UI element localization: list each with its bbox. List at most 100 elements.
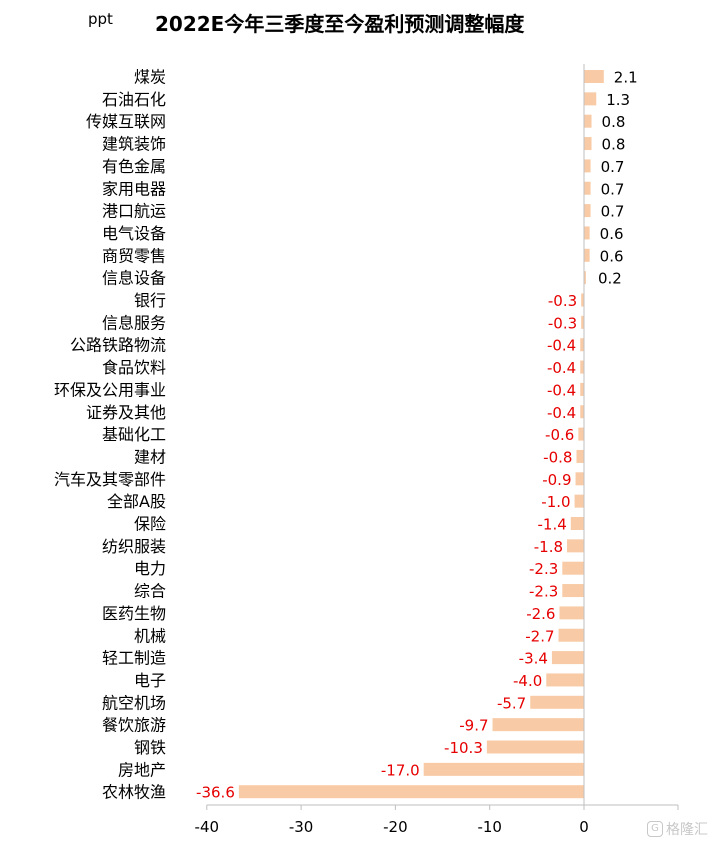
data-label: -2.3 xyxy=(529,560,558,578)
data-label: -3.4 xyxy=(519,650,548,668)
data-label: -0.6 xyxy=(545,426,574,444)
category-label: 电子 xyxy=(134,671,166,690)
category-label: 建筑装饰 xyxy=(102,135,166,154)
data-label: 0.8 xyxy=(602,113,626,131)
data-label: -1.0 xyxy=(541,493,570,511)
chart-title: 2022E今年三季度至今盈利预测调整幅度 xyxy=(155,12,525,36)
category-label: 食品饮料 xyxy=(102,358,166,377)
category-label: 机械 xyxy=(134,626,166,645)
bar xyxy=(578,427,584,441)
bar xyxy=(581,315,584,329)
data-label: 0.6 xyxy=(600,225,624,243)
category-label: 公路铁路物流 xyxy=(70,336,166,355)
data-label: 0.8 xyxy=(602,136,626,154)
x-tick-label: 0 xyxy=(579,818,589,836)
category-label: 轻工制造 xyxy=(102,649,166,668)
category-label: 电力 xyxy=(134,559,166,578)
category-label: 钢铁 xyxy=(134,738,166,757)
bar xyxy=(486,740,584,754)
unit-label: ppt xyxy=(88,10,113,28)
data-label: 1.3 xyxy=(606,91,630,109)
bar xyxy=(584,248,590,262)
bar xyxy=(580,382,584,396)
category-label: 建材 xyxy=(134,447,166,466)
x-tick-label: -10 xyxy=(477,818,502,836)
data-label: -0.3 xyxy=(548,314,577,332)
bar xyxy=(492,718,584,732)
bar xyxy=(238,785,584,799)
category-label: 港口航运 xyxy=(102,202,166,221)
bar xyxy=(584,92,597,106)
category-label: 房地产 xyxy=(118,760,166,779)
data-label: -1.4 xyxy=(538,516,567,534)
category-label: 银行 xyxy=(134,291,166,310)
data-label: -5.7 xyxy=(497,694,526,712)
x-tick-label: -40 xyxy=(195,818,220,836)
data-label: 0.6 xyxy=(600,247,624,265)
bar xyxy=(580,360,584,374)
bar xyxy=(584,114,592,128)
bar xyxy=(423,762,584,776)
category-label: 餐饮旅游 xyxy=(102,716,166,735)
bar xyxy=(551,651,584,665)
category-label: 信息服务 xyxy=(102,313,166,332)
data-label: 0.2 xyxy=(598,270,622,288)
category-label: 全部A股 xyxy=(107,492,166,511)
data-label: -1.8 xyxy=(534,538,563,556)
category-label: 航空机场 xyxy=(102,693,166,712)
watermark-text: 格隆汇 xyxy=(666,822,708,838)
x-tick-label: -20 xyxy=(383,818,408,836)
bar xyxy=(567,539,584,553)
data-label: 0.7 xyxy=(601,180,625,198)
data-label: -36.6 xyxy=(196,784,235,802)
bar xyxy=(584,181,591,195)
data-label: -2.7 xyxy=(525,627,554,645)
bar xyxy=(584,271,586,285)
bar xyxy=(575,472,584,486)
watermark: G 格隆汇 xyxy=(647,819,708,839)
bar xyxy=(580,405,584,419)
category-label: 环保及公用事业 xyxy=(54,380,166,399)
data-label: -17.0 xyxy=(381,761,420,779)
category-label: 信息设备 xyxy=(102,269,166,288)
category-label: 家用电器 xyxy=(102,179,166,198)
category-label: 纺织服装 xyxy=(102,537,166,556)
category-label: 传媒互联网 xyxy=(86,112,166,131)
category-label: 石油石化 xyxy=(102,90,166,109)
data-label: -0.8 xyxy=(543,448,572,466)
category-label: 煤炭 xyxy=(134,68,166,87)
bar xyxy=(584,204,591,218)
category-label: 电气设备 xyxy=(102,224,166,243)
category-label: 有色金属 xyxy=(102,157,166,176)
data-label: 2.1 xyxy=(614,69,638,87)
data-label: -0.4 xyxy=(547,359,576,377)
bar xyxy=(580,338,584,352)
category-label: 农林牧渔 xyxy=(102,783,166,802)
category-label: 医药生物 xyxy=(102,604,166,623)
bar xyxy=(546,673,584,687)
category-label: 商贸零售 xyxy=(102,246,166,265)
bar xyxy=(562,584,584,598)
bar xyxy=(574,494,584,508)
data-label: -9.7 xyxy=(459,717,488,735)
data-label: -4.0 xyxy=(513,672,542,690)
data-label: 0.7 xyxy=(601,158,625,176)
data-label: -2.6 xyxy=(526,605,555,623)
bar xyxy=(581,293,584,307)
category-label: 证券及其他 xyxy=(86,403,166,422)
gelonghui-logo-icon: G xyxy=(647,821,663,837)
data-label: -0.9 xyxy=(542,471,571,489)
category-label: 保险 xyxy=(134,515,166,534)
x-tick-label: -30 xyxy=(289,818,314,836)
data-label: -10.3 xyxy=(444,739,483,757)
data-label: -2.3 xyxy=(529,583,558,601)
bar xyxy=(584,137,592,151)
bar xyxy=(584,70,604,83)
data-label: -0.4 xyxy=(547,337,576,355)
bar xyxy=(559,606,584,620)
bar xyxy=(558,628,584,642)
category-label: 基础化工 xyxy=(102,425,166,444)
category-label: 综合 xyxy=(134,582,166,601)
data-label: -0.4 xyxy=(547,381,576,399)
